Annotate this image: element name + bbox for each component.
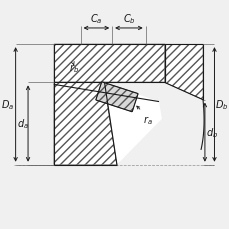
Text: $C_b$: $C_b$ [122, 12, 135, 26]
Polygon shape [164, 45, 202, 100]
Text: $C_a$: $C_a$ [90, 12, 102, 26]
Text: $r_a$: $r_a$ [142, 114, 152, 126]
Polygon shape [95, 82, 137, 112]
Polygon shape [54, 83, 117, 165]
Text: $D_b$: $D_b$ [215, 98, 228, 112]
Text: $r_b$: $r_b$ [69, 62, 79, 75]
Polygon shape [54, 45, 164, 83]
Text: $d_b$: $d_b$ [205, 126, 217, 139]
Polygon shape [104, 83, 161, 165]
Text: $D_a$: $D_a$ [1, 98, 15, 112]
Text: $d_a$: $d_a$ [16, 117, 28, 131]
